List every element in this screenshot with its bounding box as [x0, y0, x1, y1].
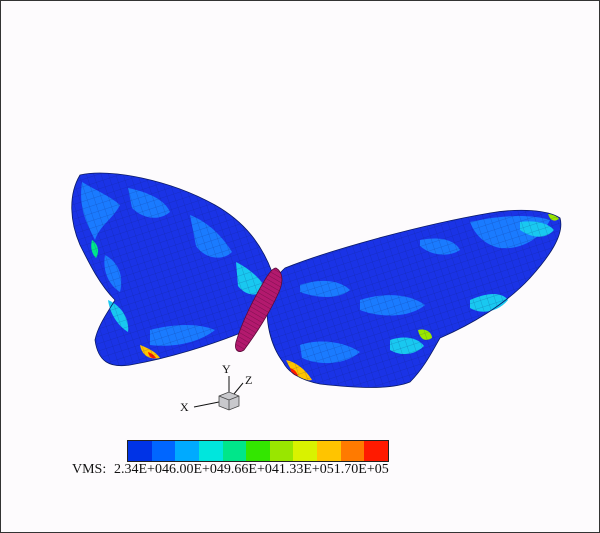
legend-swatch-1 [128, 441, 152, 461]
legend-swatch-8 [293, 441, 318, 461]
legend-swatch-3 [175, 441, 199, 461]
axis-triad: Y X Z [180, 362, 252, 414]
butterfly-body [235, 267, 283, 352]
left-wing [71, 172, 273, 367]
legend-swatch-6 [246, 441, 270, 461]
legend-swatch-10 [340, 441, 365, 461]
x-axis-label: X [180, 400, 189, 414]
legend-swatch-9 [317, 441, 341, 461]
legend-swatch-2 [151, 441, 176, 461]
legend-swatch-4 [198, 441, 223, 461]
legend-swatch-5 [222, 441, 247, 461]
legend-values: 2.34E+046.00E+049.66E+041.33E+051.70E+05 [114, 462, 389, 477]
color-legend-bar [127, 440, 389, 462]
legend-variable-label: VMS: [72, 462, 107, 477]
right-wing [266, 209, 562, 388]
legend-swatch-11 [364, 441, 389, 461]
legend-swatch-7 [269, 441, 294, 461]
y-axis-label: Y [222, 362, 231, 376]
z-axis-label: Z [245, 373, 252, 387]
